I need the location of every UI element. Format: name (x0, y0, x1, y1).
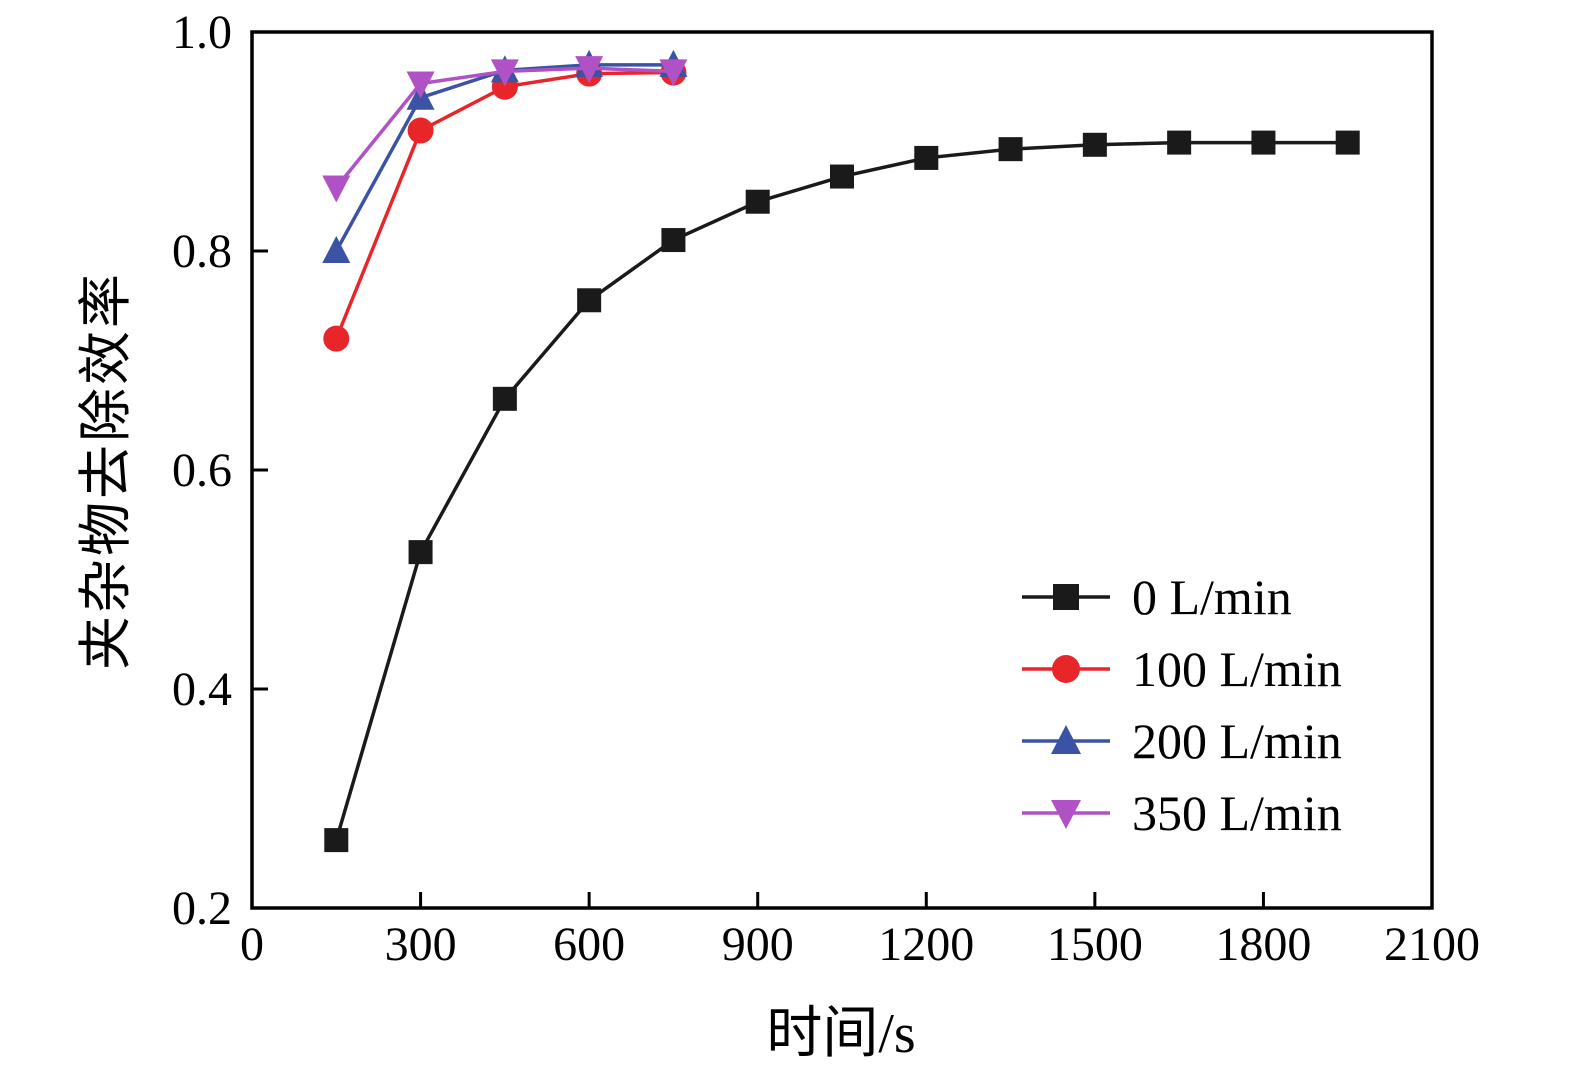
axis-ticks: 0 300 600 900 1200 1500 1800 2100 0.2 0.4 0.6 0.8 1.… (172, 6, 1480, 971)
series-line (334, 70, 674, 340)
series-0 (324, 130, 1360, 853)
y-tick-label: 0.2 (172, 882, 232, 935)
data-point-marker (1082, 132, 1107, 157)
data-point-marker (830, 164, 854, 189)
y-tick-label: 0.6 (172, 444, 232, 497)
x-tick-label: 300 (385, 918, 457, 971)
data-point-marker (1053, 584, 1079, 610)
legend: 0 L/min 100 L/min 200 L/min 350 L/min (1022, 569, 1342, 841)
data-point-marker (492, 386, 517, 411)
data-point-marker (745, 189, 770, 214)
x-tick-label: 1800 (1215, 918, 1311, 971)
data-point-marker (323, 325, 350, 352)
data-point-marker (659, 59, 688, 87)
data-point-marker (408, 540, 433, 565)
plot-frame (250, 30, 1434, 910)
x-tick-label: 600 (553, 918, 625, 971)
data-point-marker (322, 236, 351, 263)
data-point-marker (322, 175, 351, 203)
y-tick-label: 0.4 (172, 663, 232, 716)
data-point-marker (577, 288, 602, 313)
series-3 (322, 56, 688, 203)
x-tick-label: 900 (722, 918, 794, 971)
legend-label: 0 L/min (1132, 569, 1292, 625)
data-point-marker (324, 828, 349, 853)
data-point-marker (914, 145, 939, 170)
y-axis-label: 夹杂物去除效率 (40, 160, 160, 780)
data-point-marker (1251, 130, 1276, 155)
data-point-marker (490, 59, 519, 87)
y-tick-label: 1.0 (172, 6, 232, 59)
x-tick-label: 1500 (1047, 918, 1143, 971)
data-point-marker (998, 137, 1023, 162)
legend-item-3: 350 L/min (1022, 785, 1342, 841)
data-point-marker (575, 56, 604, 84)
data-point-marker (406, 71, 435, 99)
x-tick-label: 0 (240, 918, 264, 971)
data-point-marker (407, 117, 434, 144)
legend-item-0: 0 L/min (1022, 569, 1292, 625)
series-1 (323, 59, 687, 352)
legend-label: 200 L/min (1132, 713, 1342, 769)
data-point-marker (1335, 130, 1360, 155)
y-axis-label-text: 夹杂物去除效率 (75, 270, 136, 670)
y-tick-label: 0.8 (172, 225, 232, 278)
x-tick-label: 1200 (878, 918, 974, 971)
legend-item-1: 100 L/min (1022, 641, 1342, 697)
data-point-marker (661, 228, 686, 253)
legend-item-2: 200 L/min (1022, 713, 1342, 769)
data-point-marker (1052, 655, 1080, 683)
legend-label: 100 L/min (1132, 641, 1342, 697)
data-point-marker (1167, 130, 1192, 155)
data-point-marker (1051, 800, 1081, 829)
legend-label: 350 L/min (1132, 785, 1342, 841)
data-point-marker (1051, 725, 1081, 754)
x-tick-label: 2100 (1384, 918, 1480, 971)
x-axis-label: 时间/s (766, 1003, 916, 1065)
